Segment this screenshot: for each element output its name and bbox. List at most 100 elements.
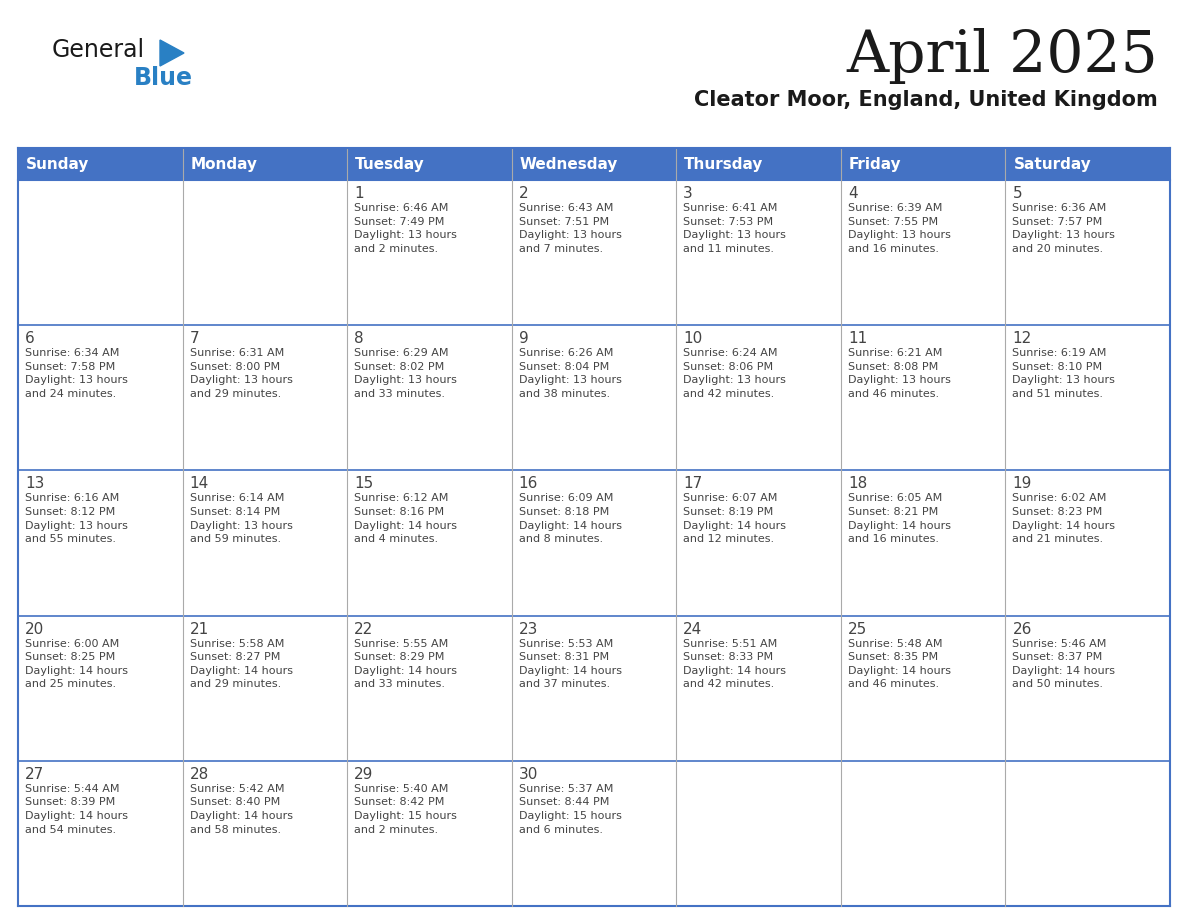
Text: Sunrise: 6:41 AM
Sunset: 7:53 PM
Daylight: 13 hours
and 11 minutes.: Sunrise: 6:41 AM Sunset: 7:53 PM Dayligh…: [683, 203, 786, 253]
Bar: [18, 325, 183, 470]
Bar: [18, 148, 1170, 180]
Text: 25: 25: [848, 621, 867, 636]
Text: 4: 4: [848, 186, 858, 201]
Text: Wednesday: Wednesday: [519, 156, 618, 172]
Text: 27: 27: [25, 767, 44, 782]
Text: 6: 6: [25, 331, 34, 346]
Bar: [512, 325, 676, 470]
Polygon shape: [160, 40, 184, 66]
Text: Sunrise: 6:36 AM
Sunset: 7:57 PM
Daylight: 13 hours
and 20 minutes.: Sunrise: 6:36 AM Sunset: 7:57 PM Dayligh…: [1012, 203, 1116, 253]
Text: General: General: [52, 38, 145, 62]
Text: 3: 3: [683, 186, 693, 201]
Bar: [841, 180, 1005, 325]
Bar: [676, 616, 841, 761]
Text: Sunrise: 5:48 AM
Sunset: 8:35 PM
Daylight: 14 hours
and 46 minutes.: Sunrise: 5:48 AM Sunset: 8:35 PM Dayligh…: [848, 639, 950, 689]
Bar: [183, 761, 347, 906]
Text: Friday: Friday: [849, 156, 902, 172]
Text: Sunrise: 5:44 AM
Sunset: 8:39 PM
Daylight: 14 hours
and 54 minutes.: Sunrise: 5:44 AM Sunset: 8:39 PM Dayligh…: [25, 784, 128, 834]
Text: 1: 1: [354, 186, 364, 201]
Text: Sunrise: 6:19 AM
Sunset: 8:10 PM
Daylight: 13 hours
and 51 minutes.: Sunrise: 6:19 AM Sunset: 8:10 PM Dayligh…: [1012, 348, 1116, 399]
Text: 14: 14: [190, 476, 209, 491]
Bar: [841, 470, 1005, 616]
Text: Monday: Monday: [190, 156, 258, 172]
Text: Cleator Moor, England, United Kingdom: Cleator Moor, England, United Kingdom: [694, 90, 1158, 110]
Text: 16: 16: [519, 476, 538, 491]
Bar: [18, 761, 183, 906]
Text: April 2025: April 2025: [846, 28, 1158, 84]
Bar: [676, 470, 841, 616]
Bar: [18, 470, 183, 616]
Text: Sunrise: 6:00 AM
Sunset: 8:25 PM
Daylight: 14 hours
and 25 minutes.: Sunrise: 6:00 AM Sunset: 8:25 PM Dayligh…: [25, 639, 128, 689]
Text: Sunrise: 6:09 AM
Sunset: 8:18 PM
Daylight: 14 hours
and 8 minutes.: Sunrise: 6:09 AM Sunset: 8:18 PM Dayligh…: [519, 493, 621, 544]
Text: 30: 30: [519, 767, 538, 782]
Text: 7: 7: [190, 331, 200, 346]
Bar: [676, 761, 841, 906]
Text: Sunrise: 6:43 AM
Sunset: 7:51 PM
Daylight: 13 hours
and 7 minutes.: Sunrise: 6:43 AM Sunset: 7:51 PM Dayligh…: [519, 203, 621, 253]
Bar: [676, 180, 841, 325]
Text: Sunrise: 6:07 AM
Sunset: 8:19 PM
Daylight: 14 hours
and 12 minutes.: Sunrise: 6:07 AM Sunset: 8:19 PM Dayligh…: [683, 493, 786, 544]
Bar: [841, 761, 1005, 906]
Text: Tuesday: Tuesday: [355, 156, 425, 172]
Text: 15: 15: [354, 476, 373, 491]
Bar: [1005, 470, 1170, 616]
Text: 21: 21: [190, 621, 209, 636]
Text: 20: 20: [25, 621, 44, 636]
Text: Sunrise: 6:34 AM
Sunset: 7:58 PM
Daylight: 13 hours
and 24 minutes.: Sunrise: 6:34 AM Sunset: 7:58 PM Dayligh…: [25, 348, 128, 399]
Text: Sunrise: 5:42 AM
Sunset: 8:40 PM
Daylight: 14 hours
and 58 minutes.: Sunrise: 5:42 AM Sunset: 8:40 PM Dayligh…: [190, 784, 292, 834]
Text: Sunrise: 5:53 AM
Sunset: 8:31 PM
Daylight: 14 hours
and 37 minutes.: Sunrise: 5:53 AM Sunset: 8:31 PM Dayligh…: [519, 639, 621, 689]
Text: 8: 8: [354, 331, 364, 346]
Bar: [512, 180, 676, 325]
Text: 29: 29: [354, 767, 373, 782]
Text: Sunrise: 6:31 AM
Sunset: 8:00 PM
Daylight: 13 hours
and 29 minutes.: Sunrise: 6:31 AM Sunset: 8:00 PM Dayligh…: [190, 348, 292, 399]
Text: Sunrise: 6:12 AM
Sunset: 8:16 PM
Daylight: 14 hours
and 4 minutes.: Sunrise: 6:12 AM Sunset: 8:16 PM Dayligh…: [354, 493, 457, 544]
Text: Sunrise: 5:51 AM
Sunset: 8:33 PM
Daylight: 14 hours
and 42 minutes.: Sunrise: 5:51 AM Sunset: 8:33 PM Dayligh…: [683, 639, 786, 689]
Text: Sunrise: 5:37 AM
Sunset: 8:44 PM
Daylight: 15 hours
and 6 minutes.: Sunrise: 5:37 AM Sunset: 8:44 PM Dayligh…: [519, 784, 621, 834]
Text: 24: 24: [683, 621, 702, 636]
Text: Sunrise: 6:16 AM
Sunset: 8:12 PM
Daylight: 13 hours
and 55 minutes.: Sunrise: 6:16 AM Sunset: 8:12 PM Dayligh…: [25, 493, 128, 544]
Bar: [18, 616, 183, 761]
Bar: [347, 761, 512, 906]
Bar: [676, 325, 841, 470]
Bar: [1005, 761, 1170, 906]
Text: Thursday: Thursday: [684, 156, 764, 172]
Bar: [347, 470, 512, 616]
Bar: [841, 616, 1005, 761]
Bar: [512, 470, 676, 616]
Text: 23: 23: [519, 621, 538, 636]
Text: 13: 13: [25, 476, 44, 491]
Bar: [1005, 325, 1170, 470]
Bar: [512, 761, 676, 906]
Text: Sunrise: 6:02 AM
Sunset: 8:23 PM
Daylight: 14 hours
and 21 minutes.: Sunrise: 6:02 AM Sunset: 8:23 PM Dayligh…: [1012, 493, 1116, 544]
Text: Sunrise: 5:46 AM
Sunset: 8:37 PM
Daylight: 14 hours
and 50 minutes.: Sunrise: 5:46 AM Sunset: 8:37 PM Dayligh…: [1012, 639, 1116, 689]
Text: 9: 9: [519, 331, 529, 346]
Text: 26: 26: [1012, 621, 1032, 636]
Bar: [841, 325, 1005, 470]
Bar: [183, 180, 347, 325]
Bar: [183, 470, 347, 616]
Text: Sunrise: 6:21 AM
Sunset: 8:08 PM
Daylight: 13 hours
and 46 minutes.: Sunrise: 6:21 AM Sunset: 8:08 PM Dayligh…: [848, 348, 950, 399]
Text: Sunrise: 6:46 AM
Sunset: 7:49 PM
Daylight: 13 hours
and 2 minutes.: Sunrise: 6:46 AM Sunset: 7:49 PM Dayligh…: [354, 203, 457, 253]
Text: Sunrise: 5:40 AM
Sunset: 8:42 PM
Daylight: 15 hours
and 2 minutes.: Sunrise: 5:40 AM Sunset: 8:42 PM Dayligh…: [354, 784, 457, 834]
Bar: [512, 616, 676, 761]
Text: 19: 19: [1012, 476, 1032, 491]
Bar: [347, 325, 512, 470]
Text: Sunrise: 5:55 AM
Sunset: 8:29 PM
Daylight: 14 hours
and 33 minutes.: Sunrise: 5:55 AM Sunset: 8:29 PM Dayligh…: [354, 639, 457, 689]
Text: 18: 18: [848, 476, 867, 491]
Text: 22: 22: [354, 621, 373, 636]
Text: 5: 5: [1012, 186, 1022, 201]
Bar: [183, 325, 347, 470]
Text: Sunday: Sunday: [26, 156, 89, 172]
Text: 12: 12: [1012, 331, 1031, 346]
Text: Sunrise: 6:24 AM
Sunset: 8:06 PM
Daylight: 13 hours
and 42 minutes.: Sunrise: 6:24 AM Sunset: 8:06 PM Dayligh…: [683, 348, 786, 399]
Bar: [347, 180, 512, 325]
Text: 2: 2: [519, 186, 529, 201]
Text: Sunrise: 6:14 AM
Sunset: 8:14 PM
Daylight: 13 hours
and 59 minutes.: Sunrise: 6:14 AM Sunset: 8:14 PM Dayligh…: [190, 493, 292, 544]
Text: 10: 10: [683, 331, 702, 346]
Bar: [18, 180, 183, 325]
Text: Sunrise: 6:05 AM
Sunset: 8:21 PM
Daylight: 14 hours
and 16 minutes.: Sunrise: 6:05 AM Sunset: 8:21 PM Dayligh…: [848, 493, 950, 544]
Text: Blue: Blue: [134, 66, 192, 90]
Text: 28: 28: [190, 767, 209, 782]
Text: Sunrise: 6:39 AM
Sunset: 7:55 PM
Daylight: 13 hours
and 16 minutes.: Sunrise: 6:39 AM Sunset: 7:55 PM Dayligh…: [848, 203, 950, 253]
Bar: [183, 616, 347, 761]
Text: Saturday: Saturday: [1013, 156, 1092, 172]
